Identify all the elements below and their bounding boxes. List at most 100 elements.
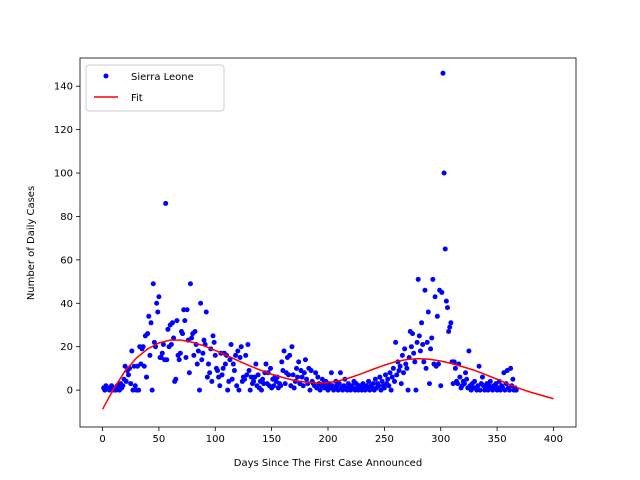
data-point [155,309,161,315]
data-point [278,383,284,389]
data-point [191,352,197,358]
data-point [212,352,218,358]
data-point [455,381,461,387]
data-point [235,348,241,354]
data-point [132,383,138,389]
data-point [317,387,323,393]
data-point [423,365,429,371]
data-point [215,368,221,374]
plot-area: 0 50 100 150 200 250 300 350 400 0 20 40 60 80 100 120 1… [54,57,577,445]
data-point [173,376,179,382]
data-point [169,320,175,326]
data-point [386,383,392,389]
data-point [296,359,302,365]
data-point [140,344,146,350]
data-point [477,387,483,393]
data-point [187,281,193,287]
data-point [234,383,240,389]
data-point [370,381,376,387]
data-point [382,372,388,378]
data-point [227,357,233,363]
data-point [156,294,162,300]
legend-label-fit: Fit [131,93,143,104]
y-tick-label: 20 [60,342,73,353]
data-point [171,335,177,341]
data-point [457,374,463,380]
data-point [243,352,249,358]
data-point [192,328,198,334]
data-point [404,365,410,371]
x-tick-label: 200 [318,434,337,445]
data-point [379,378,385,384]
data-point [399,352,405,358]
data-point [242,376,248,382]
data-point [245,342,251,348]
data-point [301,370,307,376]
data-point [219,372,225,378]
data-point [315,374,321,380]
data-point [440,70,446,76]
data-point [149,387,155,393]
y-tick-label: 40 [60,299,73,310]
x-tick-label: 150 [262,434,281,445]
y-tick-label: 100 [54,169,73,180]
data-point [151,339,157,345]
data-point [337,370,343,376]
data-point [389,374,395,380]
data-point [217,383,223,389]
data-point [233,352,239,358]
data-point [435,361,441,367]
y-tick-label: 140 [54,82,73,93]
legend: Sierra Leone Fit [85,64,225,112]
data-point [432,294,438,300]
data-point [448,320,454,326]
data-point [385,376,391,382]
data-point [279,359,285,365]
legend-label-scatter: Sierra Leone [131,72,194,83]
y-tick-label: 80 [60,212,73,223]
data-point [397,363,403,369]
data-point [426,381,432,387]
data-point [447,324,453,330]
data-point [194,361,200,367]
data-point [413,387,419,393]
data-point [122,363,128,369]
x-tick-label: 250 [375,434,394,445]
legend-box [85,64,225,112]
data-point [246,368,252,374]
data-point [328,370,334,376]
data-point [238,344,244,350]
data-point [429,335,435,341]
data-point [229,376,235,382]
fit-line [101,339,554,410]
data-point [438,383,444,389]
data-point [394,372,400,378]
data-point [168,342,174,348]
data-point [466,348,472,354]
data-point [444,305,450,311]
data-point [125,372,131,378]
data-point [461,381,467,387]
data-point [163,200,169,206]
data-point [293,365,299,371]
y-tick-label: 0 [67,386,73,397]
data-point [313,370,319,376]
x-tick-label: 0 [99,434,105,445]
data-point [144,374,150,380]
data-point [463,370,469,376]
data-point [442,246,448,252]
y-tick-label: 60 [60,255,73,266]
data-point [405,387,411,393]
data-point [513,387,519,393]
data-point [452,365,458,371]
data-point [244,372,250,378]
data-point [195,348,201,354]
data-point [189,335,195,341]
data-point [290,372,296,378]
data-point [441,170,447,176]
data-point [206,361,212,367]
data-point [148,320,154,326]
y-tick-label: 120 [54,125,73,136]
data-point [180,331,186,337]
data-point [120,383,126,389]
